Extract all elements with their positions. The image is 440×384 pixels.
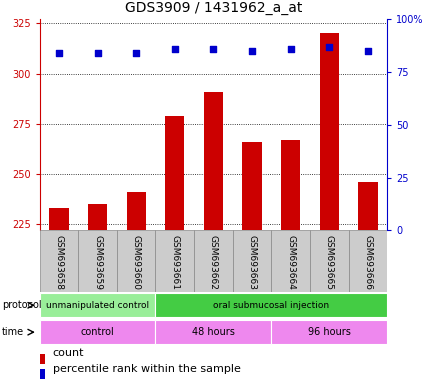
Point [55, 50, 62, 56]
Bar [155, 293, 387, 317]
Bar [49, 208, 69, 230]
Text: GSM693662: GSM693662 [209, 235, 218, 290]
Bar [40, 293, 155, 317]
Bar [233, 230, 271, 292]
Text: count: count [53, 348, 84, 358]
Text: unmanipulated control: unmanipulated control [46, 301, 149, 310]
Bar [204, 92, 223, 230]
Text: GSM693666: GSM693666 [363, 235, 372, 290]
Text: GSM693658: GSM693658 [55, 235, 63, 290]
Text: GSM693661: GSM693661 [170, 235, 179, 290]
Text: 48 hours: 48 hours [192, 327, 235, 337]
Text: GSM693659: GSM693659 [93, 235, 102, 290]
Text: control: control [81, 327, 114, 337]
Bar [155, 230, 194, 292]
Text: GSM693663: GSM693663 [248, 235, 257, 290]
Text: GSM693665: GSM693665 [325, 235, 334, 290]
Text: oral submucosal injection: oral submucosal injection [213, 301, 330, 310]
Bar [40, 354, 45, 364]
Bar [194, 230, 233, 292]
Point [210, 46, 217, 52]
Text: GSM693664: GSM693664 [286, 235, 295, 290]
Bar [165, 116, 184, 230]
Bar [127, 192, 146, 230]
Text: percentile rank within the sample: percentile rank within the sample [53, 364, 241, 374]
Point [94, 50, 101, 56]
Bar [271, 230, 310, 292]
Bar [271, 320, 387, 344]
Title: GDS3909 / 1431962_a_at: GDS3909 / 1431962_a_at [125, 2, 302, 15]
Bar [155, 320, 271, 344]
Point [132, 50, 139, 56]
Bar [310, 230, 348, 292]
Text: 96 hours: 96 hours [308, 327, 351, 337]
Point [326, 44, 333, 50]
Point [249, 48, 256, 54]
Bar [348, 230, 387, 292]
Point [171, 46, 178, 52]
Point [364, 48, 371, 54]
Text: protocol: protocol [2, 300, 42, 310]
Bar [281, 140, 300, 230]
Bar [40, 230, 78, 292]
Point [287, 46, 294, 52]
Bar [78, 230, 117, 292]
Bar [358, 182, 378, 230]
Bar [319, 33, 339, 230]
Bar [40, 369, 45, 379]
Text: time: time [2, 327, 24, 337]
Bar [88, 204, 107, 230]
Bar [40, 320, 155, 344]
Bar [117, 230, 155, 292]
Bar [242, 142, 262, 230]
Text: GSM693660: GSM693660 [132, 235, 141, 290]
